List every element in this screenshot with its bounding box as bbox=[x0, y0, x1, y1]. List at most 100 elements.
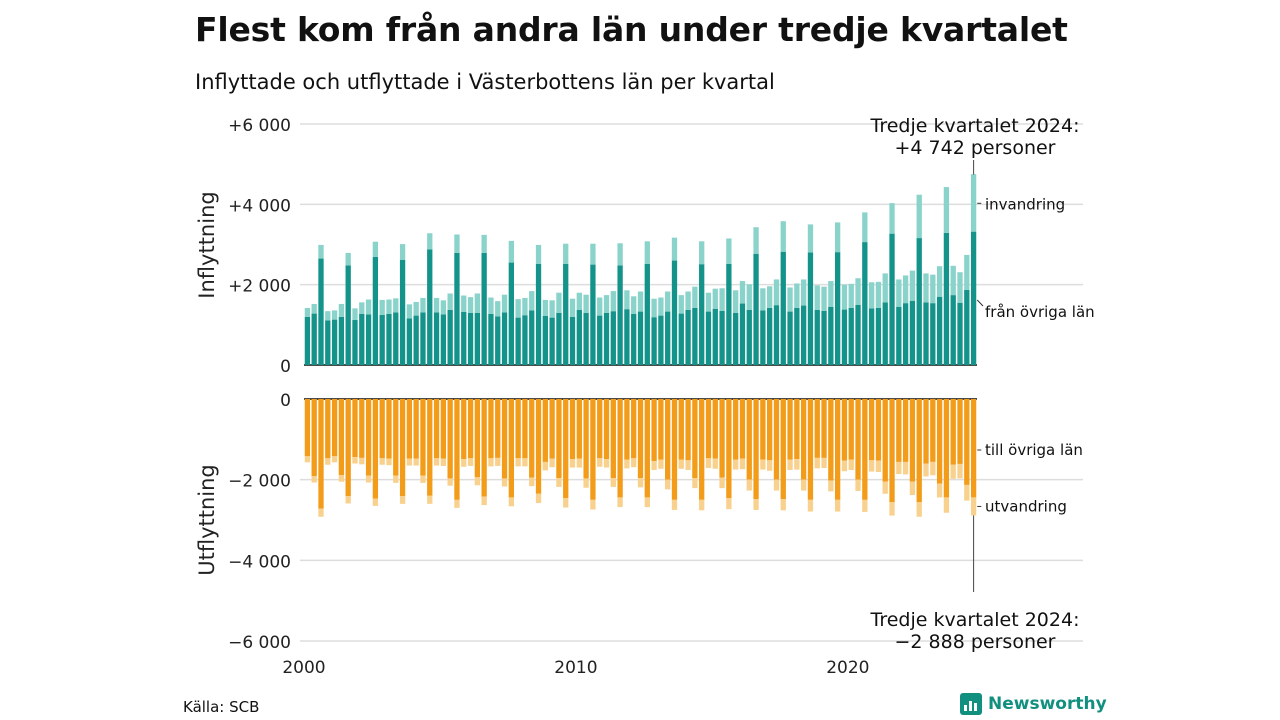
bar-utvandring bbox=[767, 460, 773, 471]
bar-utvandring bbox=[923, 463, 929, 477]
bar-invandring bbox=[461, 295, 467, 312]
bar-invandring bbox=[365, 299, 372, 315]
bar-utvandring bbox=[868, 460, 875, 472]
bar-invandring bbox=[834, 222, 841, 253]
bar-utvandring bbox=[406, 458, 413, 466]
bar-utvandring bbox=[440, 458, 447, 466]
bar-invandring bbox=[930, 274, 936, 304]
bar-inflyttning-ovriga-lan bbox=[834, 252, 841, 365]
bar-inflyttning-ovriga-lan bbox=[875, 307, 882, 365]
bar-inflyttning-ovriga-lan bbox=[957, 302, 963, 365]
bar-inflyttning-ovriga-lan bbox=[841, 309, 848, 365]
bar-invandring bbox=[855, 278, 861, 305]
newsworthy-logo-icon bbox=[960, 693, 982, 715]
bar-utflyttning-ovriga-lan bbox=[522, 399, 528, 459]
bar-invandring bbox=[386, 299, 392, 314]
bar-utvandring bbox=[733, 459, 739, 470]
bar-utflyttning-ovriga-lan bbox=[365, 399, 372, 476]
y-tick-label: +4 000 bbox=[228, 196, 291, 216]
bar-invandring bbox=[712, 288, 718, 309]
bar-utvandring bbox=[447, 478, 453, 486]
bar-utflyttning-ovriga-lan bbox=[794, 399, 800, 460]
bar-inflyttning-ovriga-lan bbox=[359, 313, 365, 365]
bar-utvandring bbox=[386, 458, 392, 466]
bar-inflyttning-ovriga-lan bbox=[950, 295, 956, 365]
bar-invandring bbox=[889, 203, 895, 234]
bar-inflyttning-ovriga-lan bbox=[719, 310, 725, 365]
y-tick-label: −2 000 bbox=[228, 472, 291, 492]
bar-invandring bbox=[862, 212, 868, 243]
bar-utvandring bbox=[311, 476, 317, 483]
bar-utvandring bbox=[522, 458, 528, 467]
bar-utflyttning-ovriga-lan bbox=[848, 399, 854, 460]
series-label-invandring: invandring bbox=[985, 195, 1065, 213]
bar-invandring bbox=[610, 291, 616, 312]
bar-utflyttning-ovriga-lan bbox=[868, 399, 875, 461]
bar-invandring bbox=[923, 273, 929, 303]
bar-utflyttning-ovriga-lan bbox=[957, 399, 963, 464]
bar-invandring bbox=[705, 292, 712, 312]
bar-inflyttning-ovriga-lan bbox=[325, 320, 331, 365]
bar-inflyttning-ovriga-lan bbox=[855, 304, 861, 365]
bar-utflyttning-ovriga-lan bbox=[311, 399, 317, 477]
bar-invandring bbox=[474, 293, 480, 313]
annotation-top-line1: Tredje kvartalet 2024: bbox=[870, 115, 1080, 137]
bar-utvandring bbox=[603, 459, 610, 468]
bar-utvandring bbox=[372, 498, 379, 506]
bar-utflyttning-ovriga-lan bbox=[726, 399, 732, 499]
bar-invandring bbox=[902, 275, 909, 304]
bar-invandring bbox=[733, 290, 739, 313]
bar-utflyttning-ovriga-lan bbox=[535, 399, 542, 494]
bar-inflyttning-ovriga-lan bbox=[739, 303, 746, 365]
bar-utvandring bbox=[569, 459, 576, 468]
bar-utflyttning-ovriga-lan bbox=[399, 399, 406, 497]
bar-inflyttning-ovriga-lan bbox=[964, 289, 970, 365]
bar-utvandring bbox=[481, 496, 487, 506]
bar-utflyttning-ovriga-lan bbox=[352, 399, 358, 458]
bar-utflyttning-ovriga-lan bbox=[583, 399, 589, 479]
series-label-fran-ovriga-lan: från övriga län bbox=[985, 303, 1095, 321]
bar-inflyttning-ovriga-lan bbox=[345, 265, 351, 365]
bar-inflyttning-ovriga-lan bbox=[780, 251, 786, 365]
bar-utflyttning-ovriga-lan bbox=[780, 399, 786, 500]
bar-inflyttning-ovriga-lan bbox=[685, 309, 691, 365]
bar-utflyttning-ovriga-lan bbox=[862, 399, 868, 500]
bar-inflyttning-ovriga-lan bbox=[583, 312, 589, 365]
bar-utvandring bbox=[930, 461, 936, 476]
bar-inflyttning-ovriga-lan bbox=[760, 310, 766, 365]
bar-invandring bbox=[624, 290, 630, 310]
bar-invandring bbox=[719, 288, 725, 311]
bar-utflyttning-ovriga-lan bbox=[964, 399, 970, 485]
bar-utvandring bbox=[916, 502, 922, 517]
bars-utflyttning bbox=[304, 399, 977, 517]
bar-utvandring bbox=[794, 459, 800, 470]
series-label-till-ovriga-lan: till övriga län bbox=[985, 441, 1083, 459]
bar-utvandring bbox=[590, 499, 596, 510]
bar-inflyttning-ovriga-lan bbox=[569, 316, 576, 365]
bar-inflyttning-ovriga-lan bbox=[970, 231, 977, 365]
bar-invandring bbox=[515, 299, 521, 318]
bar-inflyttning-ovriga-lan bbox=[807, 252, 814, 365]
bar-invandring bbox=[950, 265, 956, 296]
y-tick-label: 0 bbox=[280, 357, 291, 377]
bar-invandring bbox=[569, 298, 576, 317]
bar-utflyttning-ovriga-lan bbox=[467, 399, 474, 459]
bar-inflyttning-ovriga-lan bbox=[399, 259, 406, 365]
bar-utvandring bbox=[576, 458, 582, 468]
bar-utvandring bbox=[624, 459, 630, 469]
bar-utvandring bbox=[943, 497, 950, 513]
bar-utflyttning-ovriga-lan bbox=[807, 399, 814, 500]
bar-utflyttning-ovriga-lan bbox=[372, 399, 379, 499]
bar-invandring bbox=[665, 291, 671, 312]
x-tick-label: 2020 bbox=[826, 658, 869, 678]
bar-inflyttning-ovriga-lan bbox=[705, 311, 712, 365]
bar-utflyttning-ovriga-lan bbox=[923, 399, 929, 464]
bar-invandring bbox=[726, 238, 732, 264]
bar-utvandring bbox=[848, 459, 854, 470]
bar-invandring bbox=[583, 294, 589, 313]
bar-inflyttning-ovriga-lan bbox=[651, 317, 657, 365]
bar-invandring bbox=[780, 221, 786, 252]
bar-utvandring bbox=[617, 497, 623, 508]
bar-utvandring bbox=[658, 459, 664, 469]
bar-invandring bbox=[542, 299, 548, 316]
